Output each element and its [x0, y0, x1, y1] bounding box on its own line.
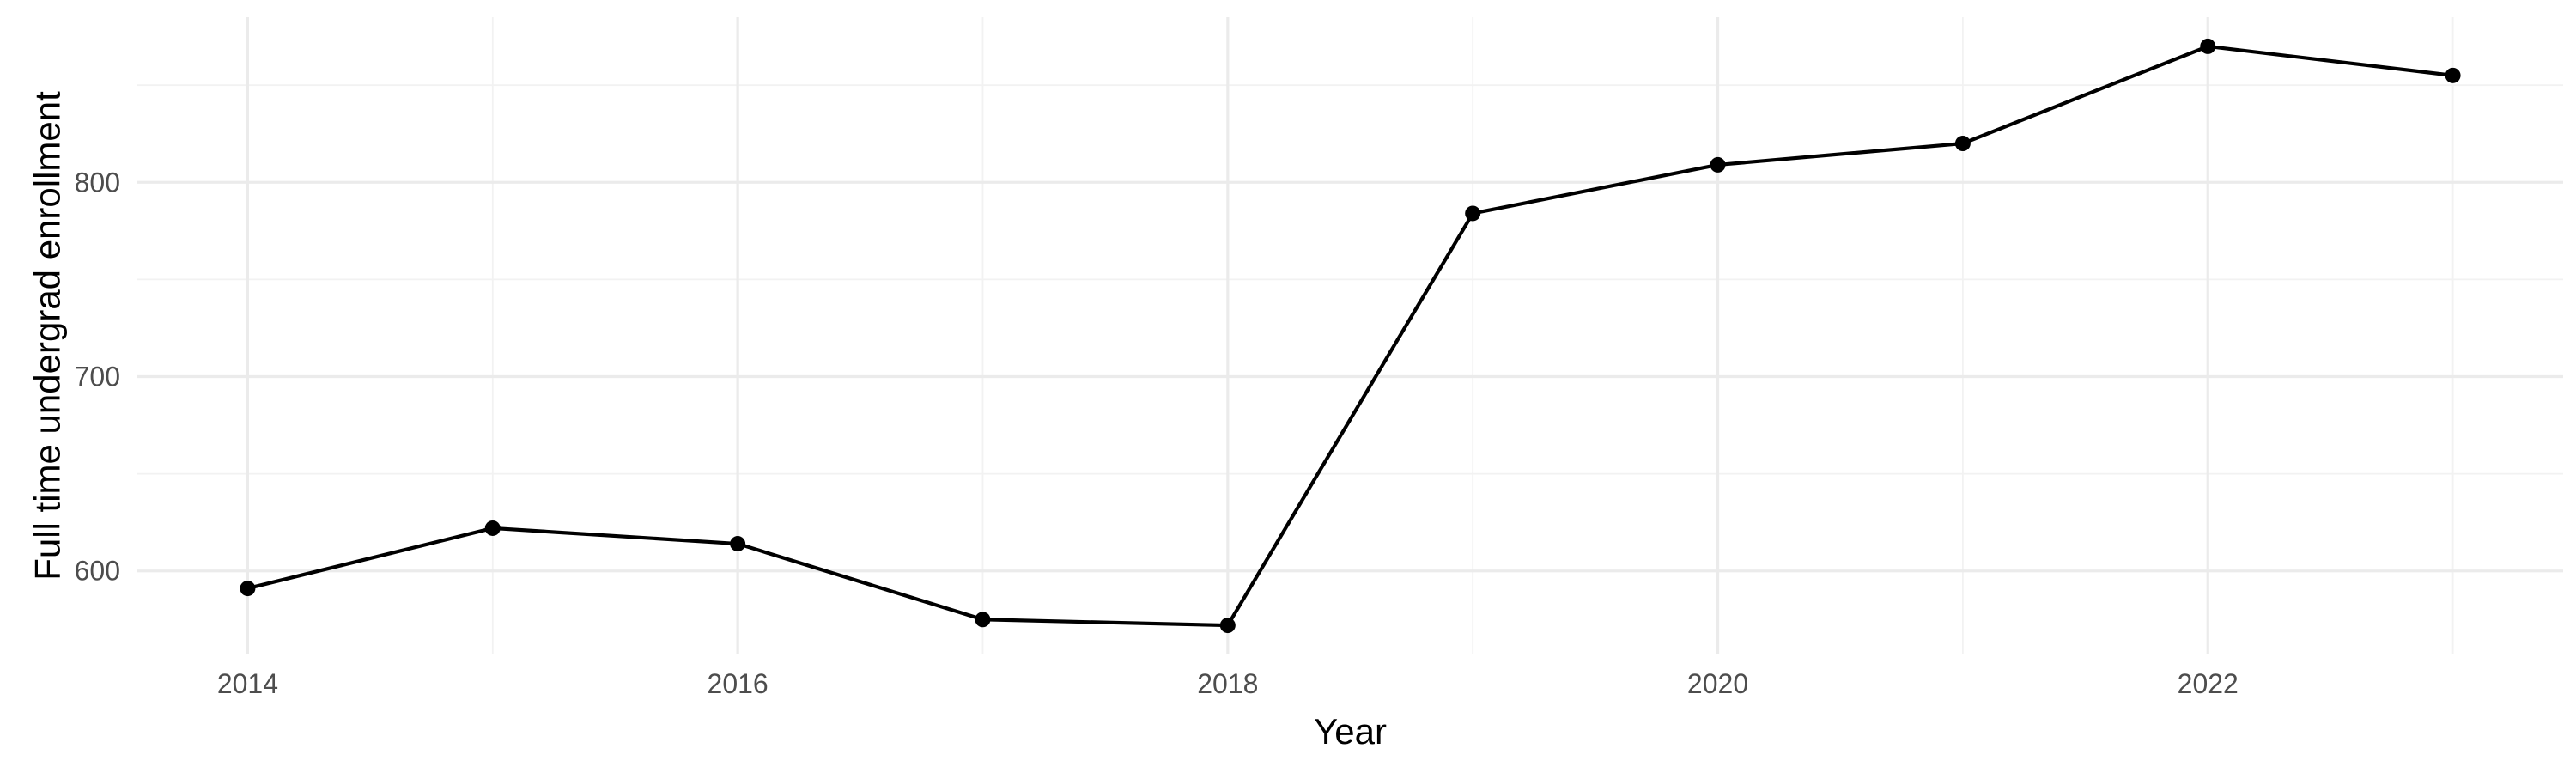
- data-point: [2200, 38, 2216, 54]
- y-tick-label: 800: [75, 167, 120, 198]
- data-point: [484, 520, 501, 536]
- x-tick-label: 2014: [217, 668, 278, 699]
- x-axis-title: Year: [1314, 711, 1387, 752]
- data-point: [1710, 156, 1726, 173]
- x-tick-label: 2018: [1197, 668, 1258, 699]
- x-tick-label: 2022: [2178, 668, 2239, 699]
- data-point: [730, 536, 746, 552]
- data-point: [975, 612, 991, 628]
- series-layer: [240, 38, 2461, 634]
- data-point: [240, 581, 256, 597]
- data-point: [1954, 136, 1971, 152]
- x-tick-label: 2020: [1687, 668, 1748, 699]
- y-tick-label: 700: [75, 362, 120, 393]
- grid-layer: [137, 17, 2563, 654]
- data-point: [1219, 618, 1236, 634]
- ticks-layer: 2014 2016 2018 2020 2022 600 700 800: [75, 167, 2239, 699]
- series-line: [246, 44, 2453, 628]
- data-point: [2445, 67, 2461, 83]
- y-tick-label: 600: [75, 556, 120, 587]
- y-axis-title: Full time undergrad enrollment: [27, 91, 68, 581]
- x-tick-label: 2016: [708, 668, 769, 699]
- data-point: [1465, 205, 1481, 222]
